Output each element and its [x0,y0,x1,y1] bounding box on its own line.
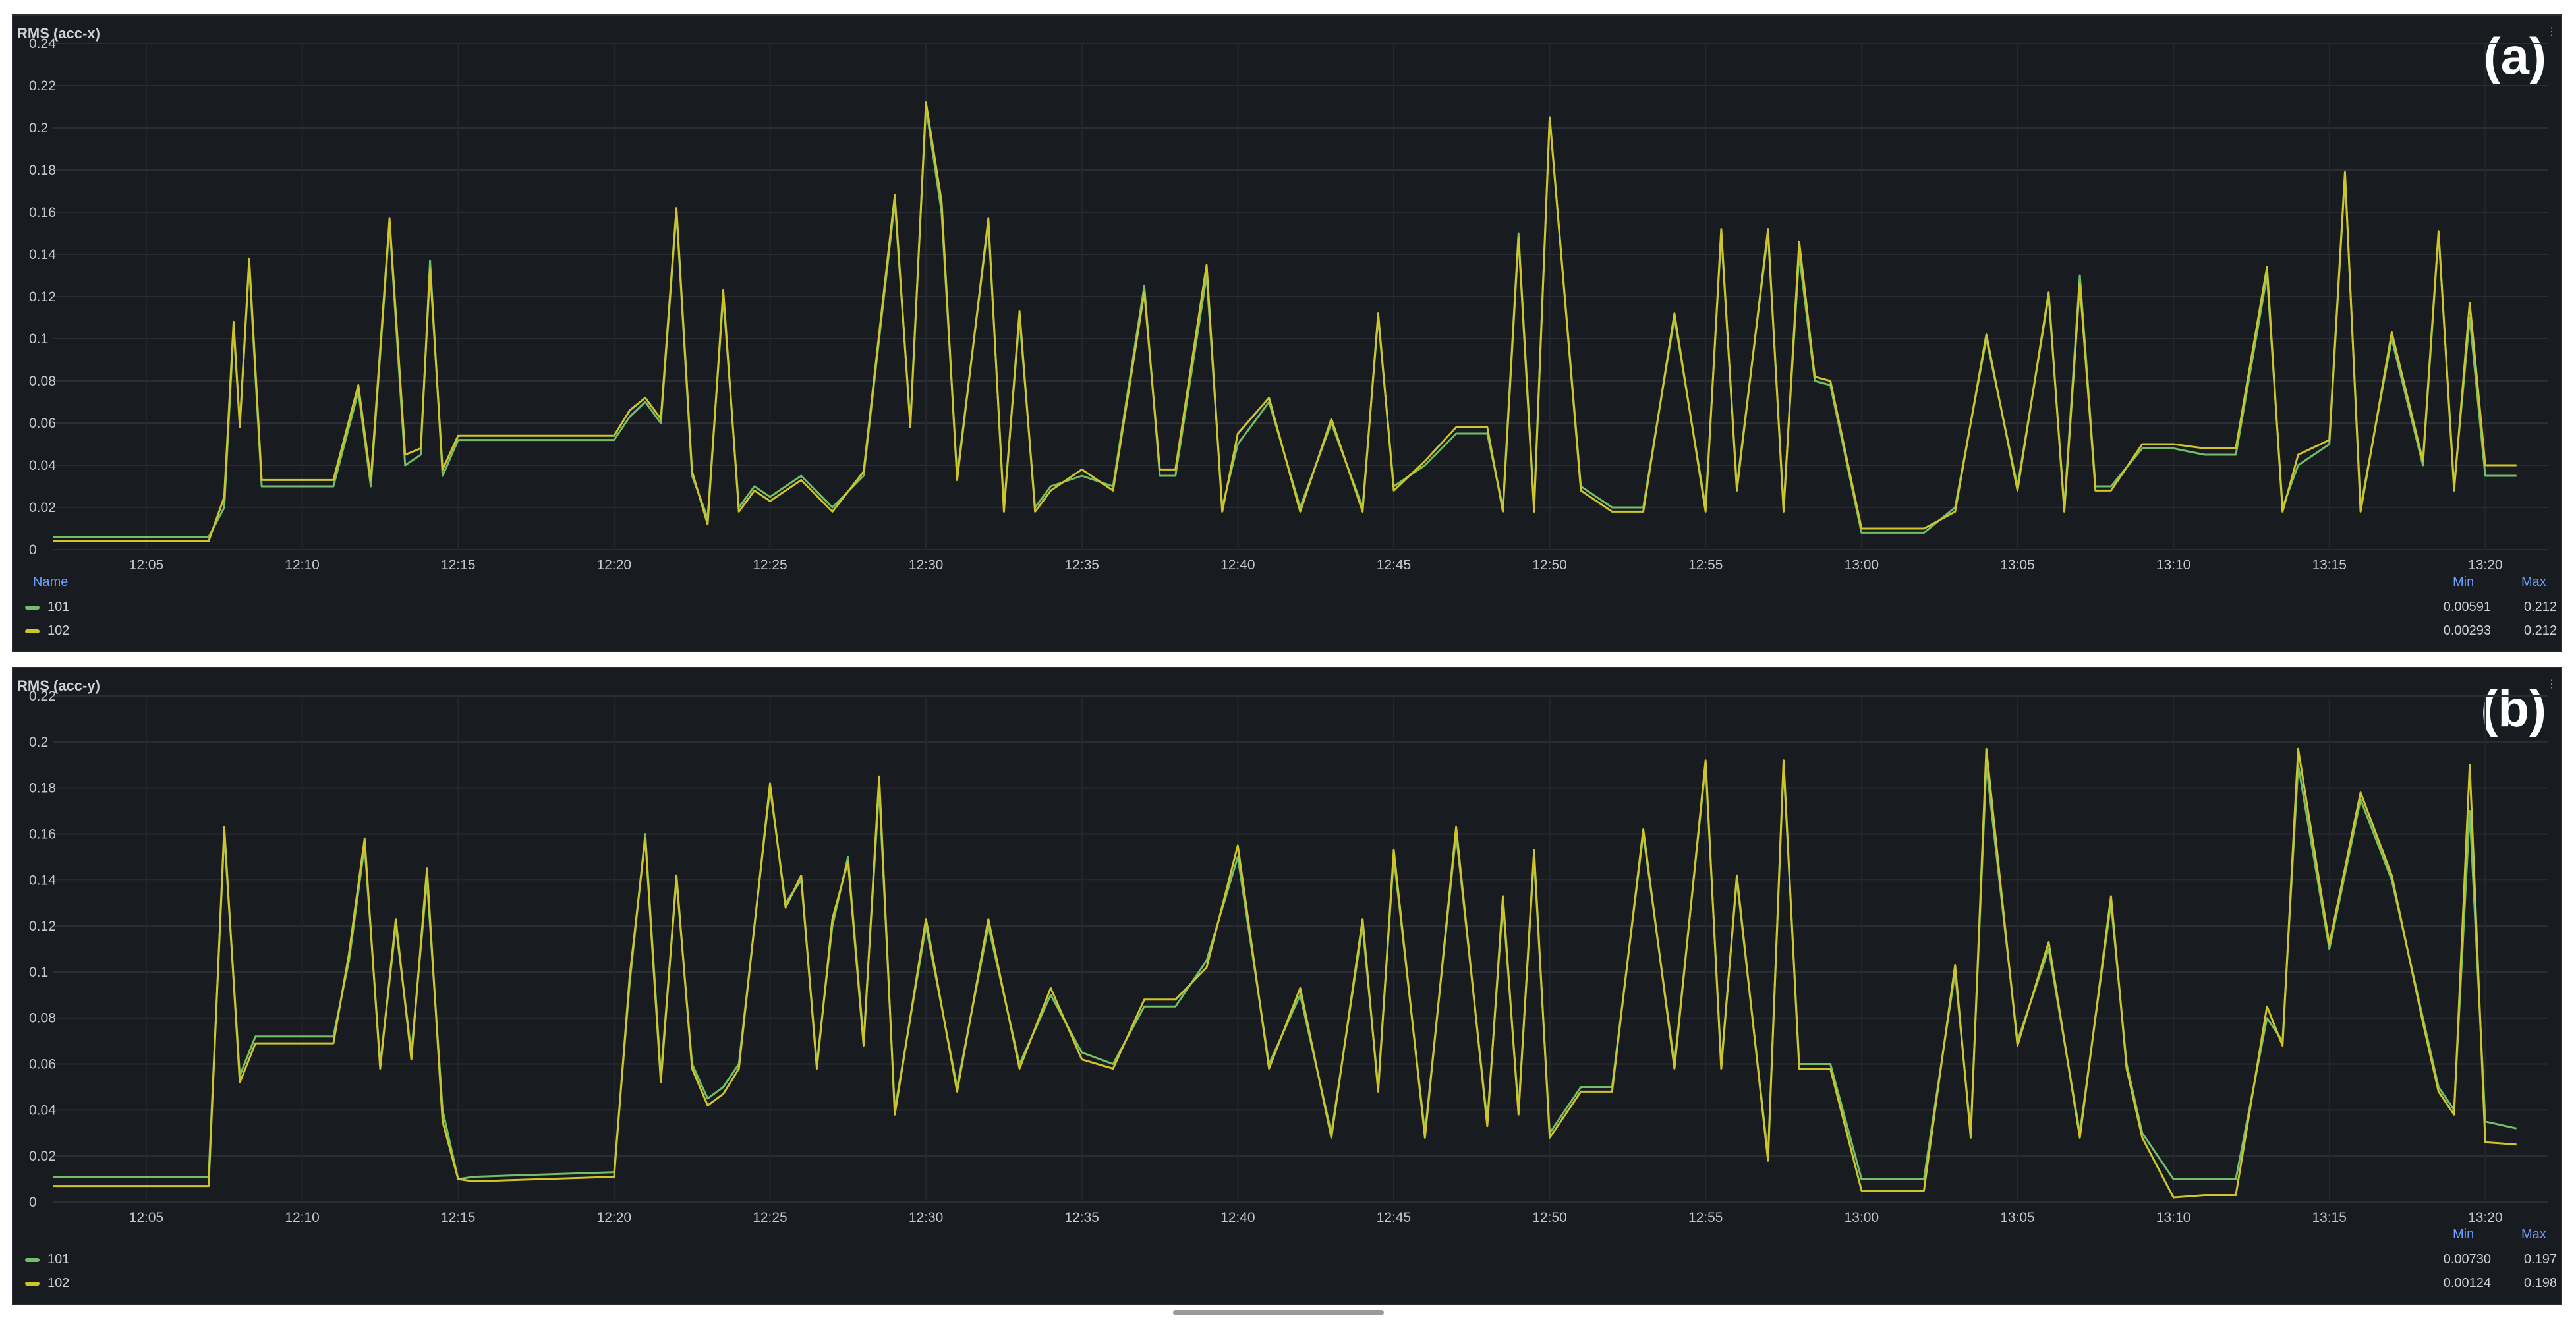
panel-menu-icon[interactable]: ⋮ [2546,26,2557,38]
legend-header-min: Min [2453,1227,2475,1242]
y-tick-label: 0 [29,542,37,558]
x-tick-label: 13:10 [2156,1210,2191,1225]
y-tick-label: 0.16 [29,826,56,842]
y-tick-label: 0.1 [29,965,48,980]
x-tick-label: 12:40 [1220,558,1255,573]
x-tick-label: 12:05 [129,558,164,573]
x-tick-label: 12:50 [1532,558,1567,573]
y-tick-label: 0.2 [29,735,48,750]
legend-min-102: 0.00124 [2443,1276,2491,1290]
legend-max-101: 0.212 [2523,600,2557,614]
legend-max-102: 0.212 [2523,623,2557,638]
chart-panel-acc-y: RMS (acc-y) (b) ⋮ 0 0.02 0.04 0.06 0.08 0.1 0.… [12,667,2562,1305]
y-tick-label: 0.04 [29,1103,56,1118]
line-chart-acc-y: 0 0.02 0.04 0.06 0.08 0.1 0.12 0.14 0.16 0.18 0.2 0… [29,689,2548,1225]
y-tick-label: 0.08 [29,1011,56,1026]
x-tick-label: 12:55 [1688,1210,1723,1225]
x-tick-label: 12:20 [597,558,632,573]
x-tick-label: 12:30 [909,1210,944,1225]
y-tick-label: 0.14 [29,247,56,262]
x-tick-label: 12:40 [1220,1210,1255,1225]
x-tick-label: 12:15 [441,558,476,573]
y-tick-label: 0.1 [29,331,48,347]
x-tick-label: 12:55 [1688,558,1723,573]
x-tick-label: 12:25 [753,558,787,573]
x-tick-label: 13:05 [2000,558,2035,573]
x-tick-label: 12:35 [1064,558,1099,573]
legend-max-101: 0.197 [2523,1252,2557,1267]
x-tick-label: 13:05 [2000,1210,2035,1225]
y-tick-label: 0.24 [29,36,56,51]
panel-tag: (a) [2483,27,2546,85]
chart-panel-acc-x: RMS (acc-x) (a) ⋮ 0 0.02 0.04 0.06 0.08 0.1 0.… [12,14,2562,652]
y-tick-label: 0.16 [29,205,56,220]
series-line-102 [53,101,2517,542]
panel-menu-icon[interactable]: ⋮ [2546,679,2557,690]
legend-item-101[interactable]: 101 [25,1252,69,1267]
y-tick-label: 0.02 [29,500,56,515]
y-tick-label: 0.12 [29,919,56,934]
legend-min-102: 0.00293 [2443,623,2491,638]
x-tick-label: 13:20 [2468,1210,2503,1225]
panel-tag: (b) [2480,679,2546,737]
y-tick-label: 0.2 [29,121,48,136]
x-tick-label: 13:10 [2156,558,2191,573]
x-tick-label: 12:30 [909,558,944,573]
x-tick-label: 13:00 [1845,1210,1879,1225]
x-tick-label: 12:45 [1377,1210,1412,1225]
x-tick-label: 12:10 [285,558,320,573]
legend-swatch [25,1257,40,1262]
series-line-101 [53,105,2517,538]
y-tick-label: 0.08 [29,374,56,389]
legend-item-101[interactable]: 101 [25,600,69,615]
x-tick-label: 12:25 [753,1210,787,1225]
x-tick-label: 13:15 [2312,1210,2347,1225]
page-scrollbar[interactable] [1173,1310,1384,1315]
y-tick-label: 0.02 [29,1149,56,1164]
legend-header-name: Name [33,575,69,589]
x-tick-label: 12:45 [1377,558,1412,573]
legend-max-102: 0.198 [2523,1276,2557,1290]
x-tick-label: 12:05 [129,1210,164,1225]
line-chart-acc-x: 0 0.02 0.04 0.06 0.08 0.1 0.12 0.14 0.16 0.18 0.2 0… [29,36,2548,573]
x-tick-label: 12:50 [1532,1210,1567,1225]
x-tick-label: 13:20 [2468,558,2503,573]
y-tick-label: 0.18 [29,163,56,178]
x-tick-label: 12:20 [597,1210,632,1225]
panel-title: RMS (acc-x) [17,25,100,42]
y-tick-label: 0.14 [29,873,56,888]
panel-title: RMS (acc-y) [17,677,100,694]
legend-swatch [25,605,40,610]
legend-swatch [25,629,40,633]
x-tick-label: 12:10 [285,1210,320,1225]
y-tick-label: 0 [29,1195,37,1210]
y-tick-label: 0.04 [29,458,56,473]
y-tick-label: 0.22 [29,689,56,704]
x-tick-label: 12:15 [441,1210,476,1225]
y-tick-label: 0.06 [29,416,56,431]
legend-header-max: Max [2521,575,2546,589]
legend-header-max: Max [2521,1227,2546,1242]
y-tick-label: 0.06 [29,1057,56,1072]
y-tick-label: 0.22 [29,78,56,94]
legend-header-min: Min [2453,575,2475,589]
legend-swatch [25,1281,40,1286]
y-tick-label: 0.12 [29,289,56,304]
legend-item-102[interactable]: 102 [25,1276,69,1291]
y-tick-label: 0.18 [29,781,56,796]
x-tick-label: 13:00 [1845,558,1879,573]
legend-item-102[interactable]: 102 [25,623,69,639]
legend-min-101: 0.00730 [2443,1252,2491,1267]
x-tick-label: 12:35 [1064,1210,1099,1225]
series-line-102 [53,747,2517,1199]
x-tick-label: 13:15 [2312,558,2347,573]
legend-min-101: 0.00591 [2443,600,2491,614]
